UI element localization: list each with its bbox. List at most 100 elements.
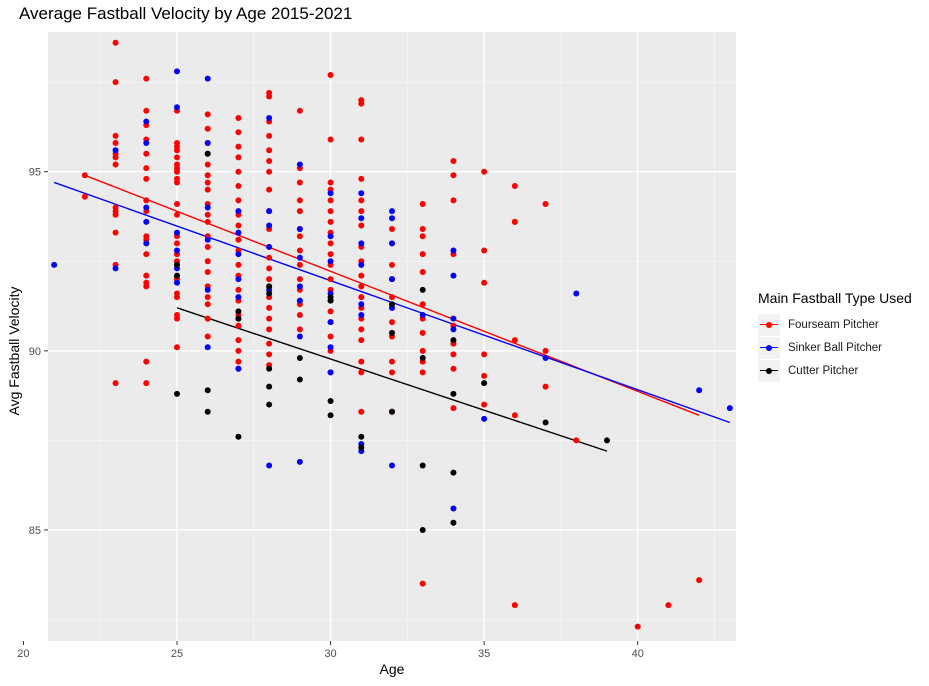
point-cutter xyxy=(266,383,273,390)
point-fourseam xyxy=(204,294,211,301)
point-fourseam xyxy=(112,140,119,147)
point-fourseam xyxy=(266,351,273,358)
point-sinker xyxy=(296,297,303,304)
point-fourseam xyxy=(358,197,365,204)
point-fourseam xyxy=(266,157,273,164)
point-sinker xyxy=(174,104,180,111)
point-fourseam xyxy=(634,623,641,630)
point-sinker xyxy=(358,240,365,247)
point-sinker xyxy=(204,344,211,351)
point-sinker xyxy=(389,276,395,283)
point-fourseam xyxy=(266,265,273,272)
point-fourseam xyxy=(266,147,273,154)
point-cutter xyxy=(358,433,365,440)
point-fourseam xyxy=(511,183,518,190)
point-fourseam xyxy=(235,347,242,354)
legend-item-cutter: Cutter Pitcher xyxy=(758,359,912,382)
legend-key-fourseam xyxy=(758,313,780,336)
point-fourseam xyxy=(358,294,365,301)
point-sinker xyxy=(542,354,549,361)
point-fourseam xyxy=(204,258,211,265)
point-fourseam xyxy=(204,315,211,322)
point-cutter xyxy=(358,444,365,451)
point-fourseam xyxy=(112,154,119,161)
legend-key-sinker xyxy=(758,336,780,359)
point-sinker xyxy=(481,415,488,422)
point-fourseam xyxy=(266,186,273,193)
point-fourseam xyxy=(511,412,518,419)
point-fourseam xyxy=(665,602,672,609)
point-sinker xyxy=(51,261,58,268)
point-cutter xyxy=(174,390,180,397)
point-sinker xyxy=(174,68,180,75)
point-cutter xyxy=(450,337,457,344)
point-fourseam xyxy=(450,351,457,358)
point-cutter xyxy=(204,387,211,394)
point-sinker xyxy=(174,247,180,254)
point-fourseam xyxy=(112,229,119,236)
point-cutter xyxy=(327,297,334,304)
point-sinker xyxy=(358,190,365,197)
point-fourseam xyxy=(296,326,303,333)
point-fourseam xyxy=(235,168,242,175)
point-sinker xyxy=(450,272,457,279)
point-fourseam xyxy=(450,197,457,204)
point-sinker xyxy=(358,215,365,222)
point-fourseam xyxy=(81,172,88,179)
point-fourseam xyxy=(235,322,242,329)
point-cutter xyxy=(450,519,457,526)
point-fourseam xyxy=(266,93,273,100)
point-fourseam xyxy=(235,183,242,190)
point-cutter xyxy=(419,354,426,361)
point-fourseam xyxy=(112,161,119,168)
point-fourseam xyxy=(266,326,273,333)
point-fourseam xyxy=(143,75,150,82)
point-fourseam xyxy=(542,347,549,354)
point-fourseam xyxy=(143,197,150,204)
point-fourseam xyxy=(174,344,180,351)
point-fourseam xyxy=(327,208,334,215)
point-fourseam xyxy=(419,301,426,308)
point-sinker xyxy=(204,286,211,293)
point-cutter xyxy=(174,261,180,268)
point-fourseam xyxy=(358,326,365,333)
point-sinker xyxy=(573,290,580,297)
point-sinker xyxy=(235,276,242,283)
point-fourseam xyxy=(235,222,242,229)
x-tick-label: 30 xyxy=(324,648,336,660)
point-fourseam xyxy=(235,358,242,365)
point-fourseam xyxy=(481,168,488,175)
point-fourseam xyxy=(112,132,119,139)
point-fourseam xyxy=(143,272,150,279)
legend-label-fourseam: Fourseam Pitcher xyxy=(788,318,879,331)
point-fourseam xyxy=(481,279,488,286)
x-tick-label: 20 xyxy=(17,648,29,660)
point-fourseam xyxy=(235,337,242,344)
point-fourseam xyxy=(327,308,334,315)
point-sinker xyxy=(296,226,303,233)
legend-label-cutter: Cutter Pitcher xyxy=(788,364,859,377)
point-fourseam xyxy=(235,261,242,268)
point-fourseam xyxy=(296,107,303,114)
point-sinker xyxy=(204,204,211,211)
point-sinker xyxy=(235,294,242,301)
point-sinker xyxy=(174,279,180,286)
point-sinker xyxy=(204,236,211,243)
point-cutter xyxy=(266,283,273,290)
x-tick-label: 35 xyxy=(478,648,490,660)
point-cutter xyxy=(419,286,426,293)
y-tick-label: 85 xyxy=(29,525,41,537)
point-fourseam xyxy=(143,251,150,258)
point-fourseam xyxy=(419,269,426,276)
point-cutter xyxy=(174,272,180,279)
point-fourseam xyxy=(296,276,303,283)
point-sinker xyxy=(143,240,150,247)
point-sinker xyxy=(726,405,733,412)
point-fourseam xyxy=(174,240,180,247)
point-fourseam xyxy=(174,179,180,186)
point-fourseam xyxy=(511,337,518,344)
point-cutter xyxy=(266,290,273,297)
point-fourseam xyxy=(204,161,211,168)
point-fourseam xyxy=(143,380,150,387)
point-sinker xyxy=(327,344,334,351)
